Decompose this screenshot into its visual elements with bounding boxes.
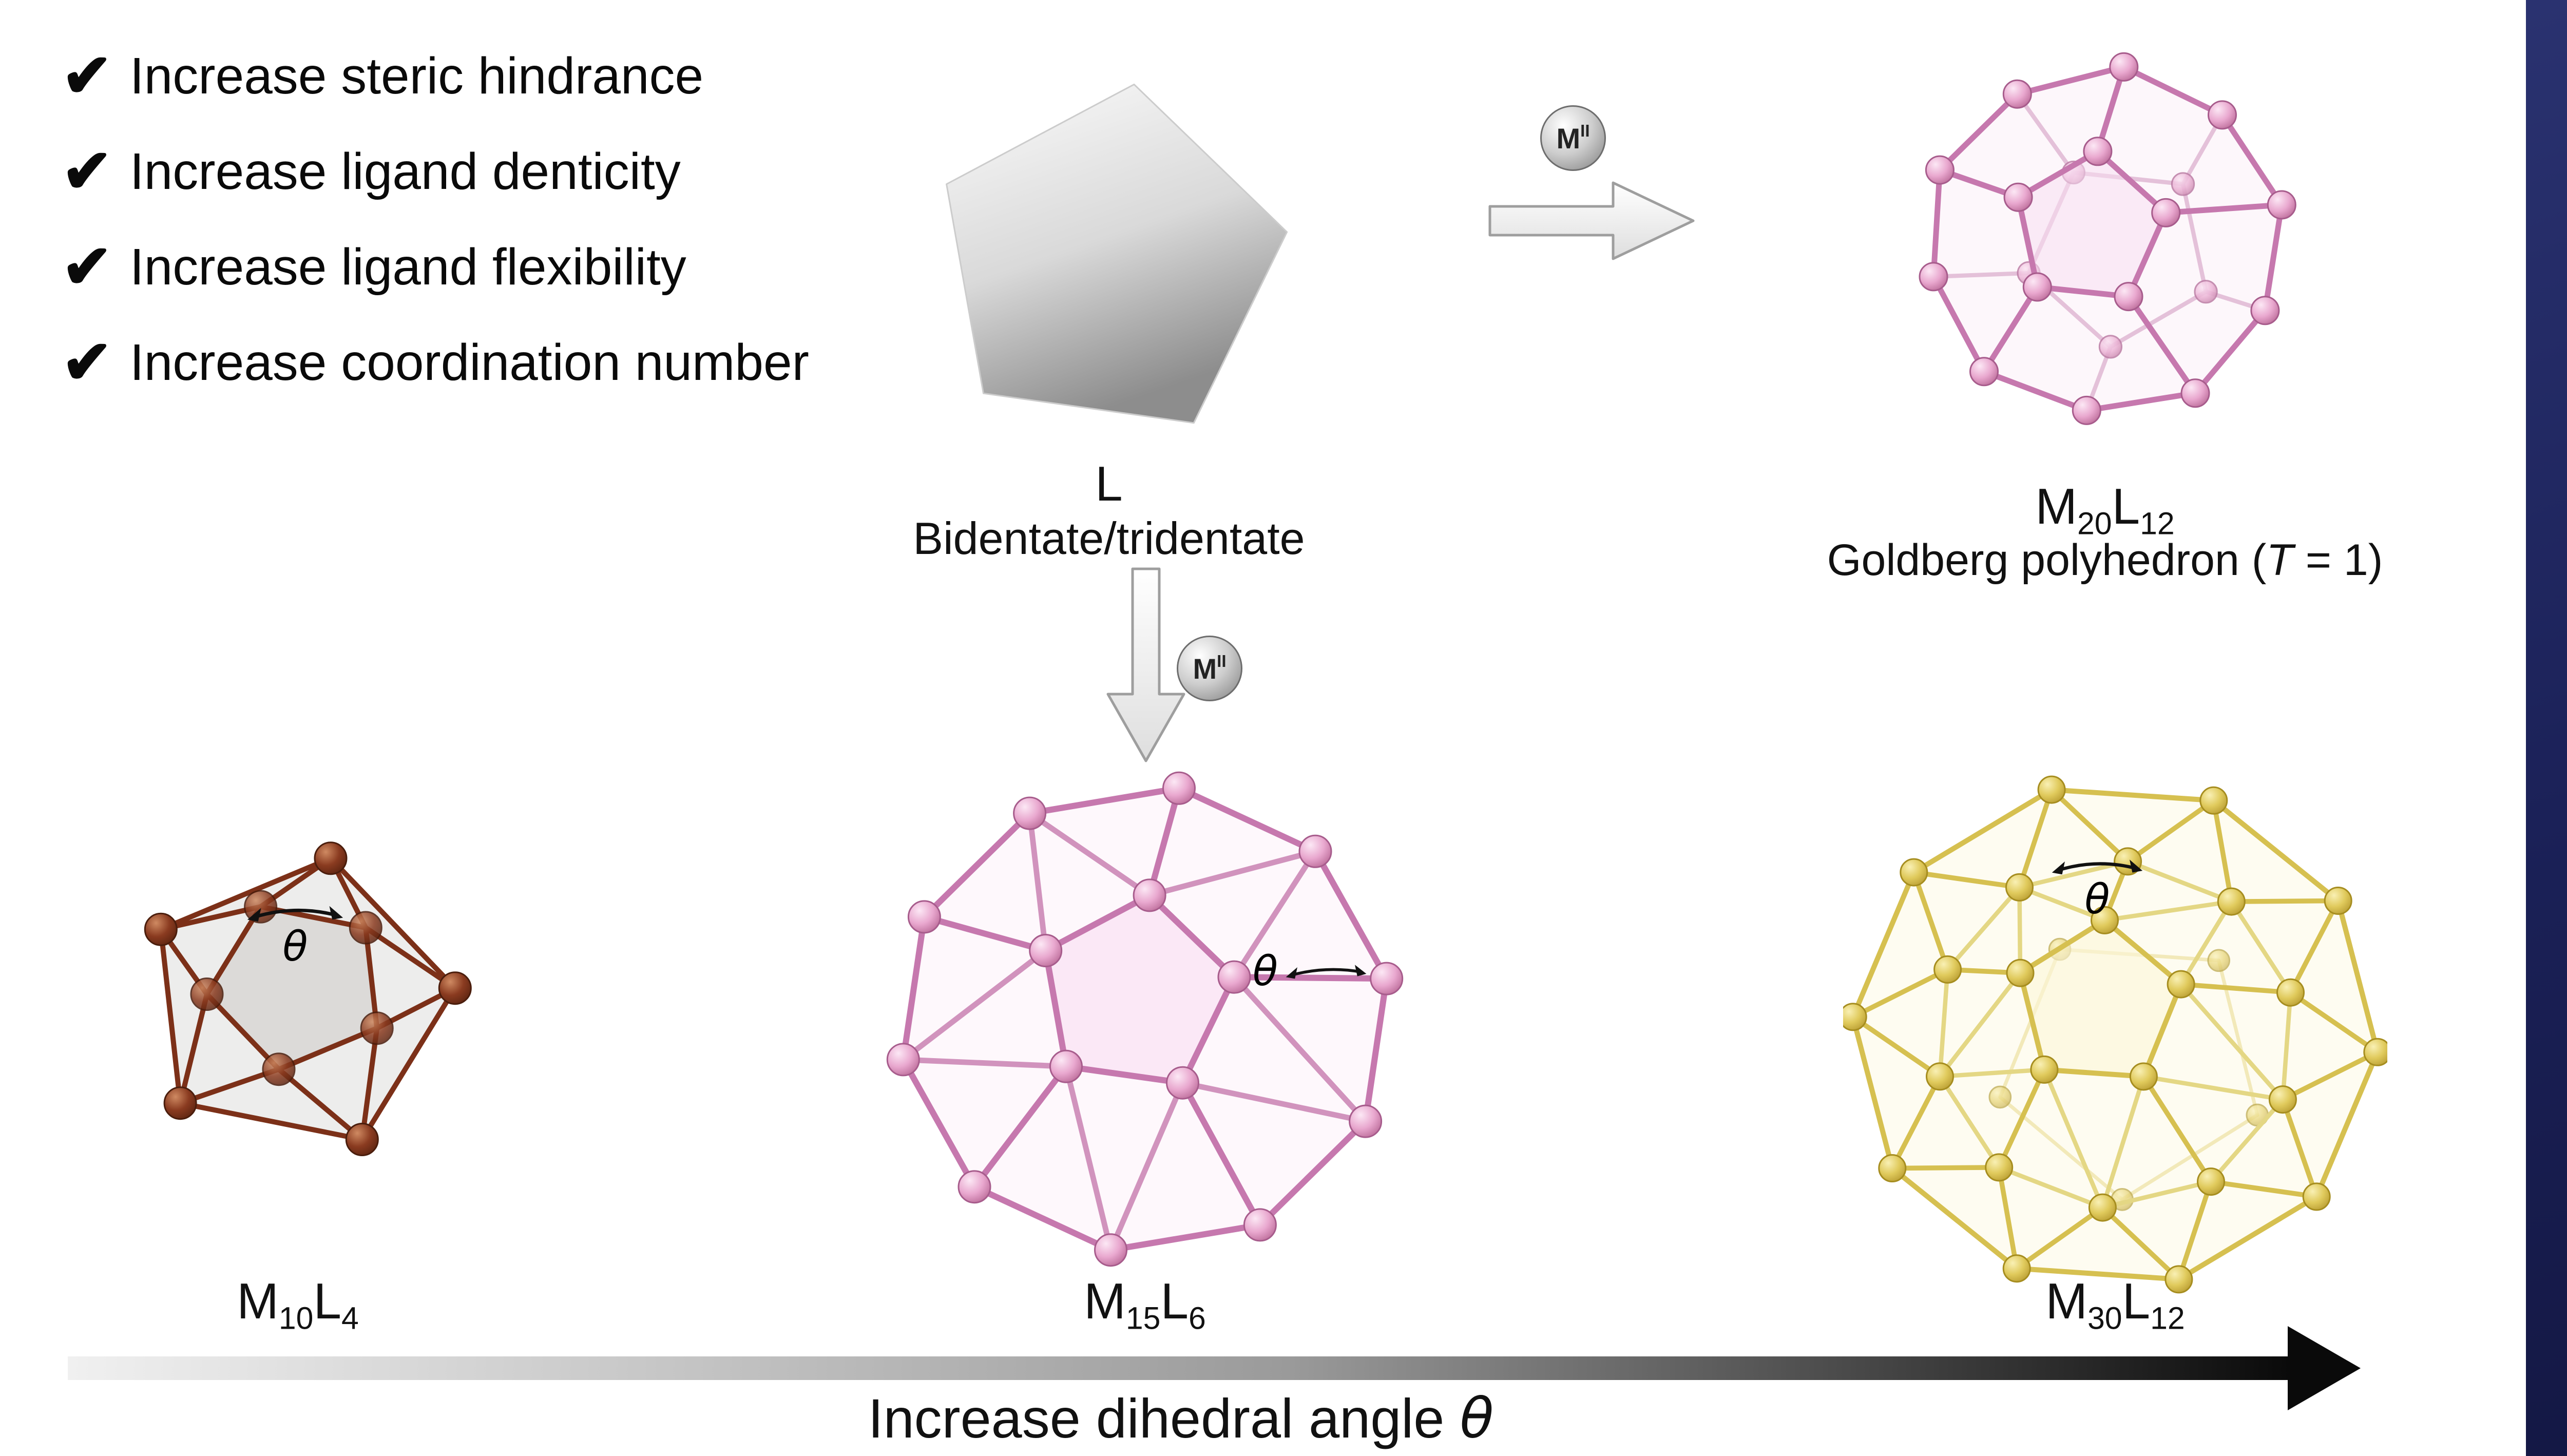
theta-symbol: θ <box>2084 875 2110 923</box>
metal-symbol: M <box>1556 122 1581 155</box>
capsules-panel: Progressively larger capsules <box>2526 0 2567 1456</box>
arrow-right-icon <box>1488 181 1695 260</box>
checklist-item-label: Increase steric hindrance <box>129 47 704 105</box>
checklist: ✔ Increase steric hindrance ✔ Increase l… <box>62 28 809 410</box>
checklist-item: ✔ Increase ligand flexibility <box>62 219 809 315</box>
m15l6-structure <box>886 771 1404 1267</box>
theta-symbol: θ <box>1253 947 1278 995</box>
checklist-item: ✔ Increase coordination number <box>62 315 809 410</box>
dihedral-axis-arrow <box>68 1356 2291 1380</box>
ligand-label: L <box>1095 456 1123 511</box>
m20l12-structure <box>1919 52 2296 425</box>
theta-annotation: θ <box>1253 951 1367 992</box>
theta-arrow-icon <box>1286 965 1367 979</box>
dihedral-axis-label: Increase dihedral angle θ <box>868 1387 1494 1451</box>
theta-arrow-icon <box>2052 859 2143 875</box>
ligand-sublabel: Bidentate/tridentate <box>913 513 1305 564</box>
check-icon: ✔ <box>62 138 112 205</box>
check-icon: ✔ <box>62 329 112 396</box>
checklist-item-label: Increase ligand denticity <box>129 142 681 200</box>
metal-symbol: M <box>1193 652 1217 685</box>
metal-oxidation-state: II <box>1580 121 1590 140</box>
theta-annotation: θ <box>2043 853 2151 920</box>
m30l12-label: M30L12 <box>2045 1273 2185 1336</box>
m10l4-structure <box>144 841 472 1156</box>
metal-sphere-icon: M II <box>1540 105 1606 171</box>
m15l6-label: M15L6 <box>1084 1273 1206 1336</box>
m30l12-structure <box>1843 775 2387 1294</box>
checklist-item-label: Increase ligand flexibility <box>129 238 686 296</box>
arrow-down-icon <box>1106 567 1185 762</box>
theta-arrow-icon <box>247 906 343 922</box>
dihedral-axis-arrowhead <box>2288 1326 2361 1410</box>
theta-annotation: θ <box>241 899 349 967</box>
check-icon: ✔ <box>62 233 112 301</box>
checklist-item: ✔ Increase steric hindrance <box>62 28 809 124</box>
goldberg-caption: Goldberg polyhedron (T = 1) <box>1827 535 2383 585</box>
metal-sphere-icon: M II <box>1177 636 1242 701</box>
check-icon: ✔ <box>62 42 112 110</box>
checklist-item-label: Increase coordination number <box>129 333 809 391</box>
m20l12-label: M20L12 <box>2035 478 2175 541</box>
ligand-pentagon <box>946 83 1288 424</box>
metal-oxidation-state: II <box>1217 652 1227 670</box>
theta-symbol: θ <box>282 923 308 970</box>
m10l4-label: M10L4 <box>237 1273 359 1336</box>
checklist-item: ✔ Increase ligand denticity <box>62 124 809 219</box>
